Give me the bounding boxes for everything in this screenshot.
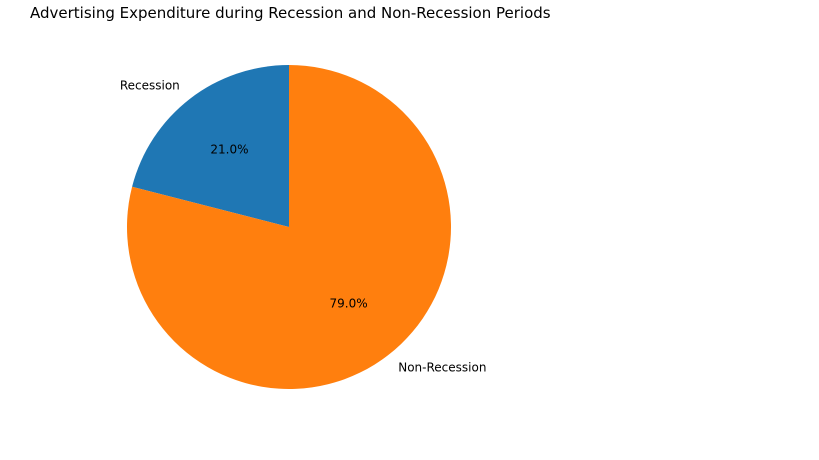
pie-labels: Recession 21.0% Non-Recession 79.0%	[120, 79, 487, 375]
chart-title: Advertising Expenditure during Recession…	[30, 4, 551, 22]
slice-pct-recession: 21.0%	[210, 143, 248, 157]
pie-slice-non-recession	[126, 65, 451, 389]
pie-slice-recession	[132, 65, 289, 227]
slice-label-non-recession: Non-Recession	[398, 360, 486, 374]
pie-slices	[126, 65, 451, 389]
slice-pct-non-recession: 79.0%	[330, 296, 368, 310]
slice-label-recession: Recession	[120, 79, 180, 93]
